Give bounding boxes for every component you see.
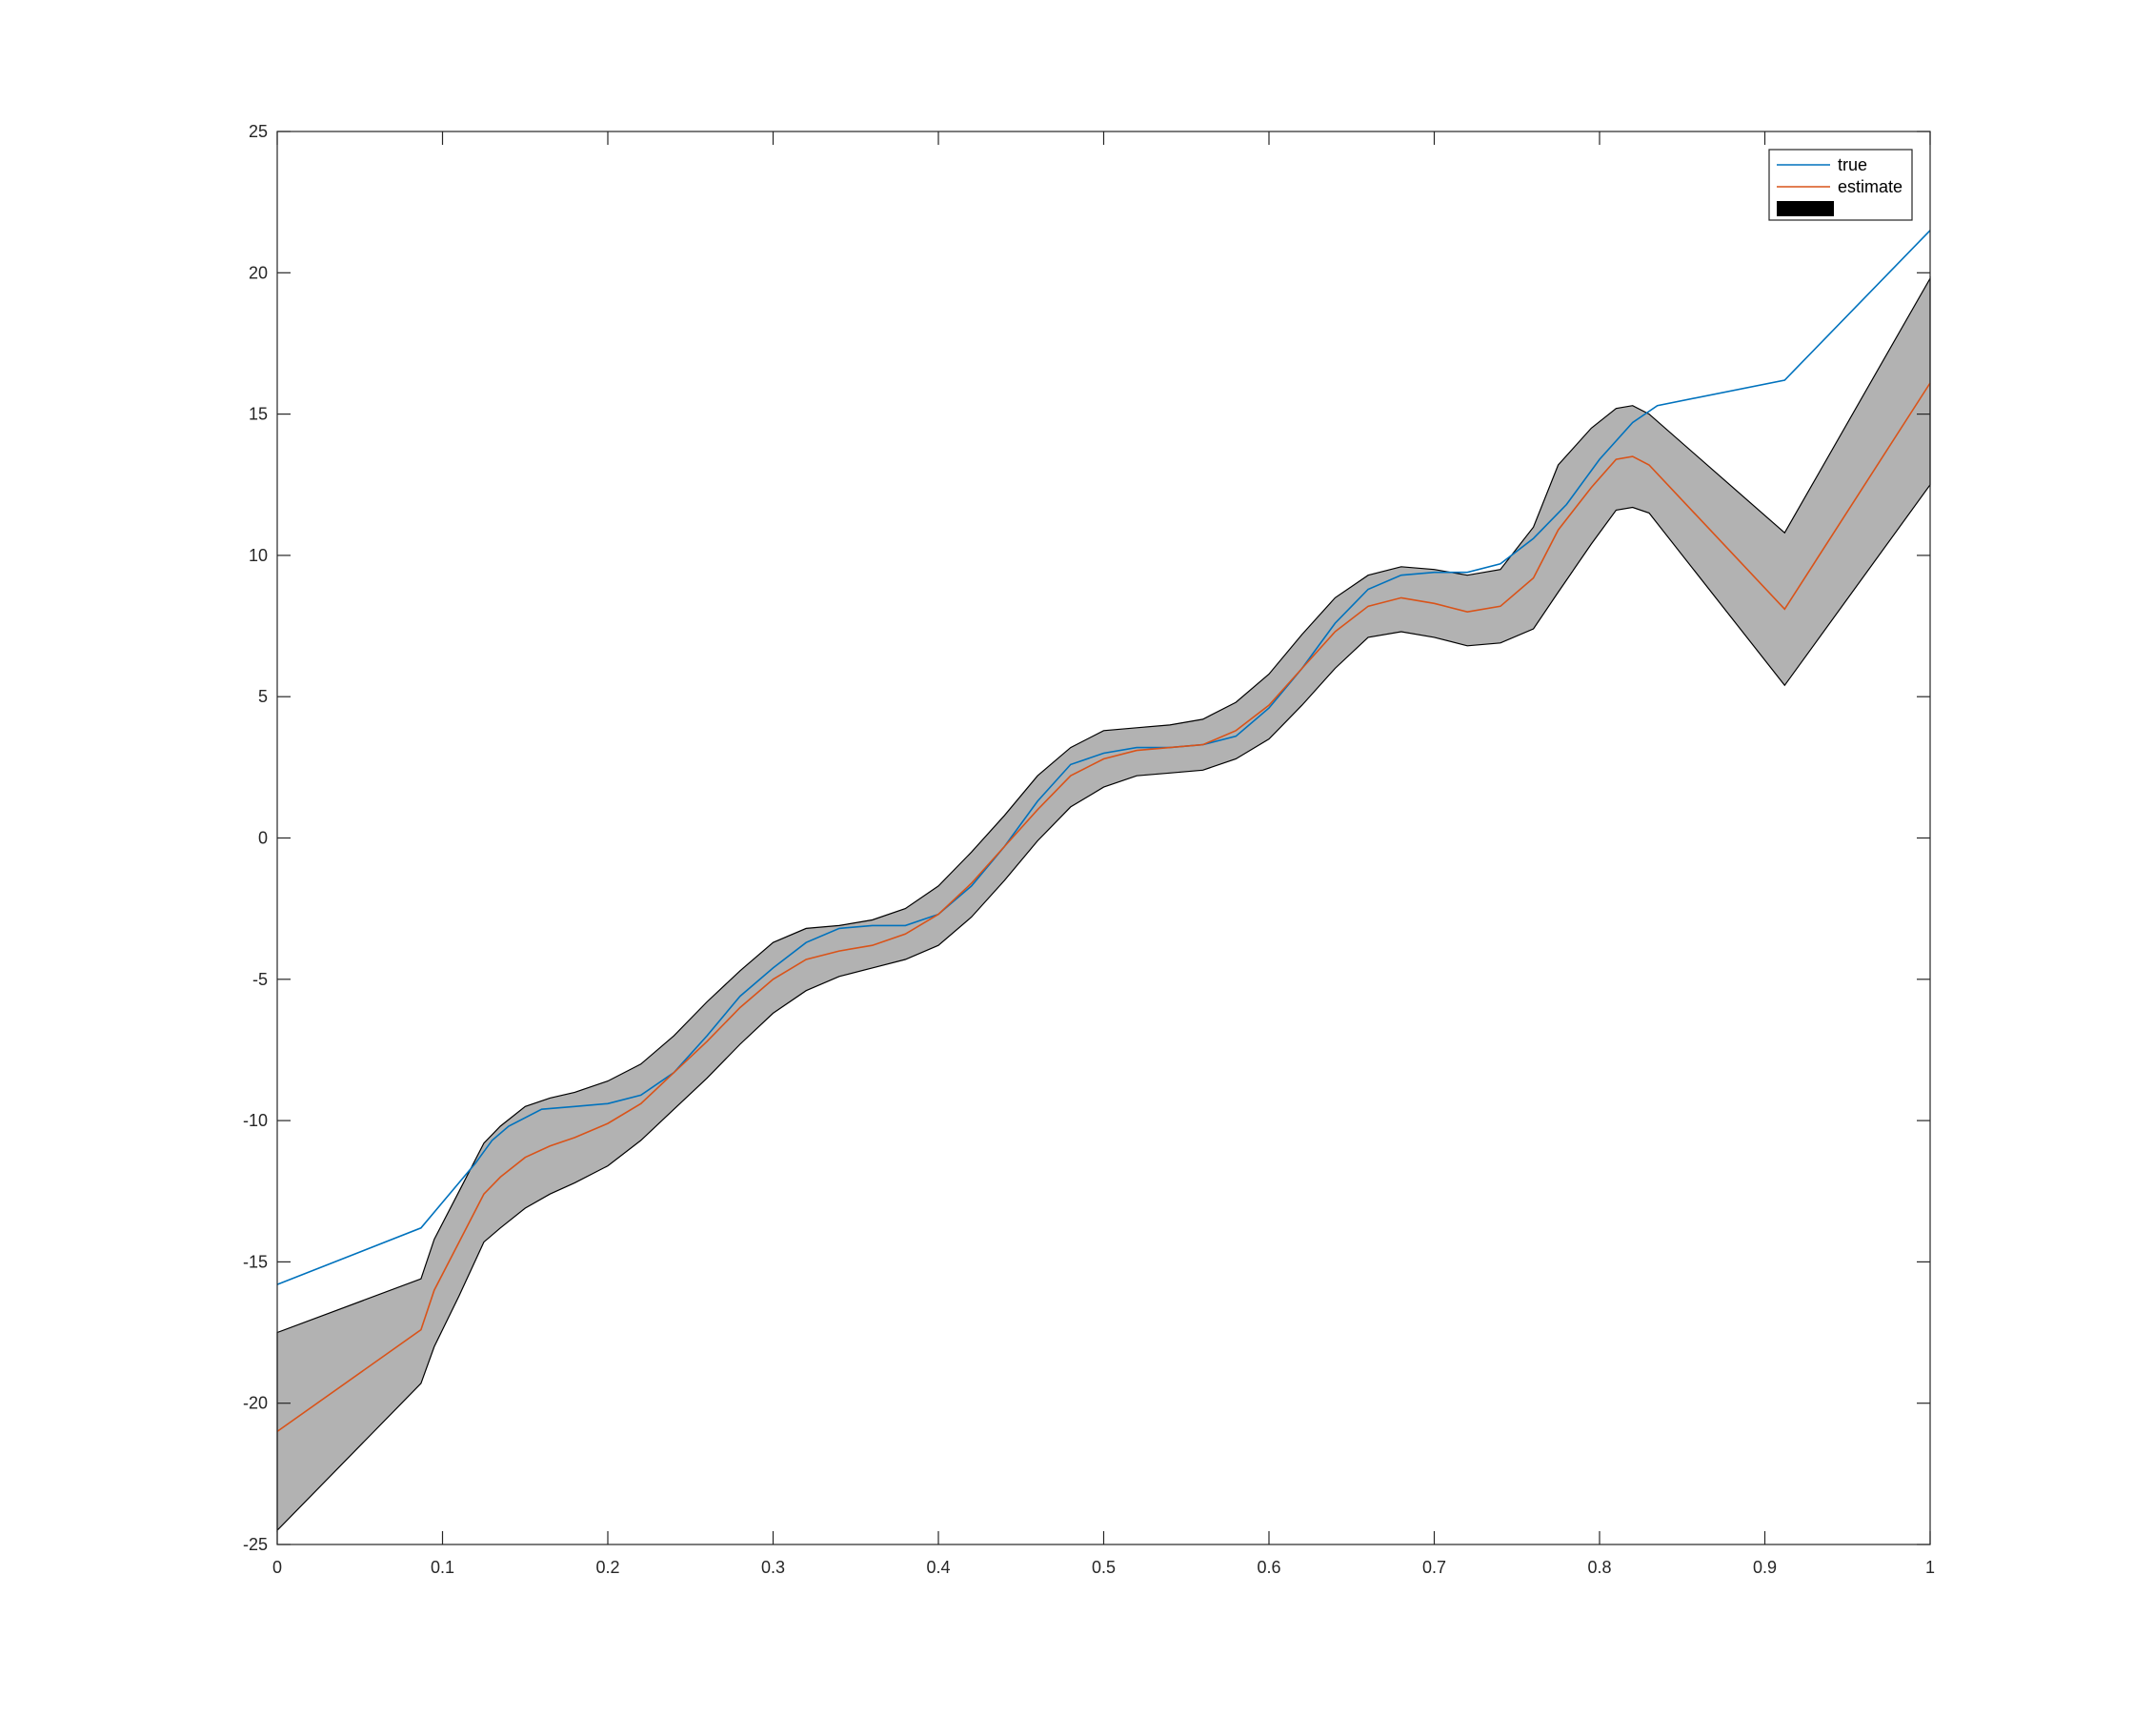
legend-label-true: true [1838,155,1867,174]
y-tick-label: 0 [258,829,268,848]
x-tick-label: 0.1 [431,1558,454,1577]
legend-swatch-band [1777,201,1834,216]
x-tick-label: 0 [272,1558,282,1577]
y-tick-label: -10 [243,1111,268,1130]
series-line-true [276,230,1931,1285]
y-tick-label: 10 [249,546,268,565]
x-tick-label: 0.4 [926,1558,950,1577]
legend-label-estimate: estimate [1838,177,1902,196]
x-tick-label: 0.5 [1092,1558,1116,1577]
x-tick-label: 0.8 [1587,1558,1611,1577]
plot-area [277,131,1930,1544]
x-tick-label: 1 [1925,1558,1935,1577]
series-line-estimate [276,382,1931,1433]
tick-layer: 0 0.1 0.2 0.3 0.4 0.5 0.6 0.7 0.8 0.9 1 -25 -20 -15 -1… [243,122,1935,1577]
x-tick-label: 0.7 [1422,1558,1446,1577]
x-tick-label: 0.3 [761,1558,785,1577]
x-tick-label: 0.6 [1257,1558,1280,1577]
y-tick-label: -25 [243,1535,268,1554]
y-tick-label: 5 [258,687,268,706]
x-tick-label: 0.2 [595,1558,619,1577]
series-layer [276,230,1931,1433]
y-tick-label: 25 [249,122,268,141]
y-tick-label: -5 [252,970,268,989]
y-tick-label: -20 [243,1394,268,1413]
x-tick-label: 0.9 [1753,1558,1777,1577]
y-tick-label: 15 [249,405,268,424]
y-tick-label: 20 [249,263,268,282]
legend: true estimate [1768,149,1913,221]
y-tick-label: -15 [243,1252,268,1271]
